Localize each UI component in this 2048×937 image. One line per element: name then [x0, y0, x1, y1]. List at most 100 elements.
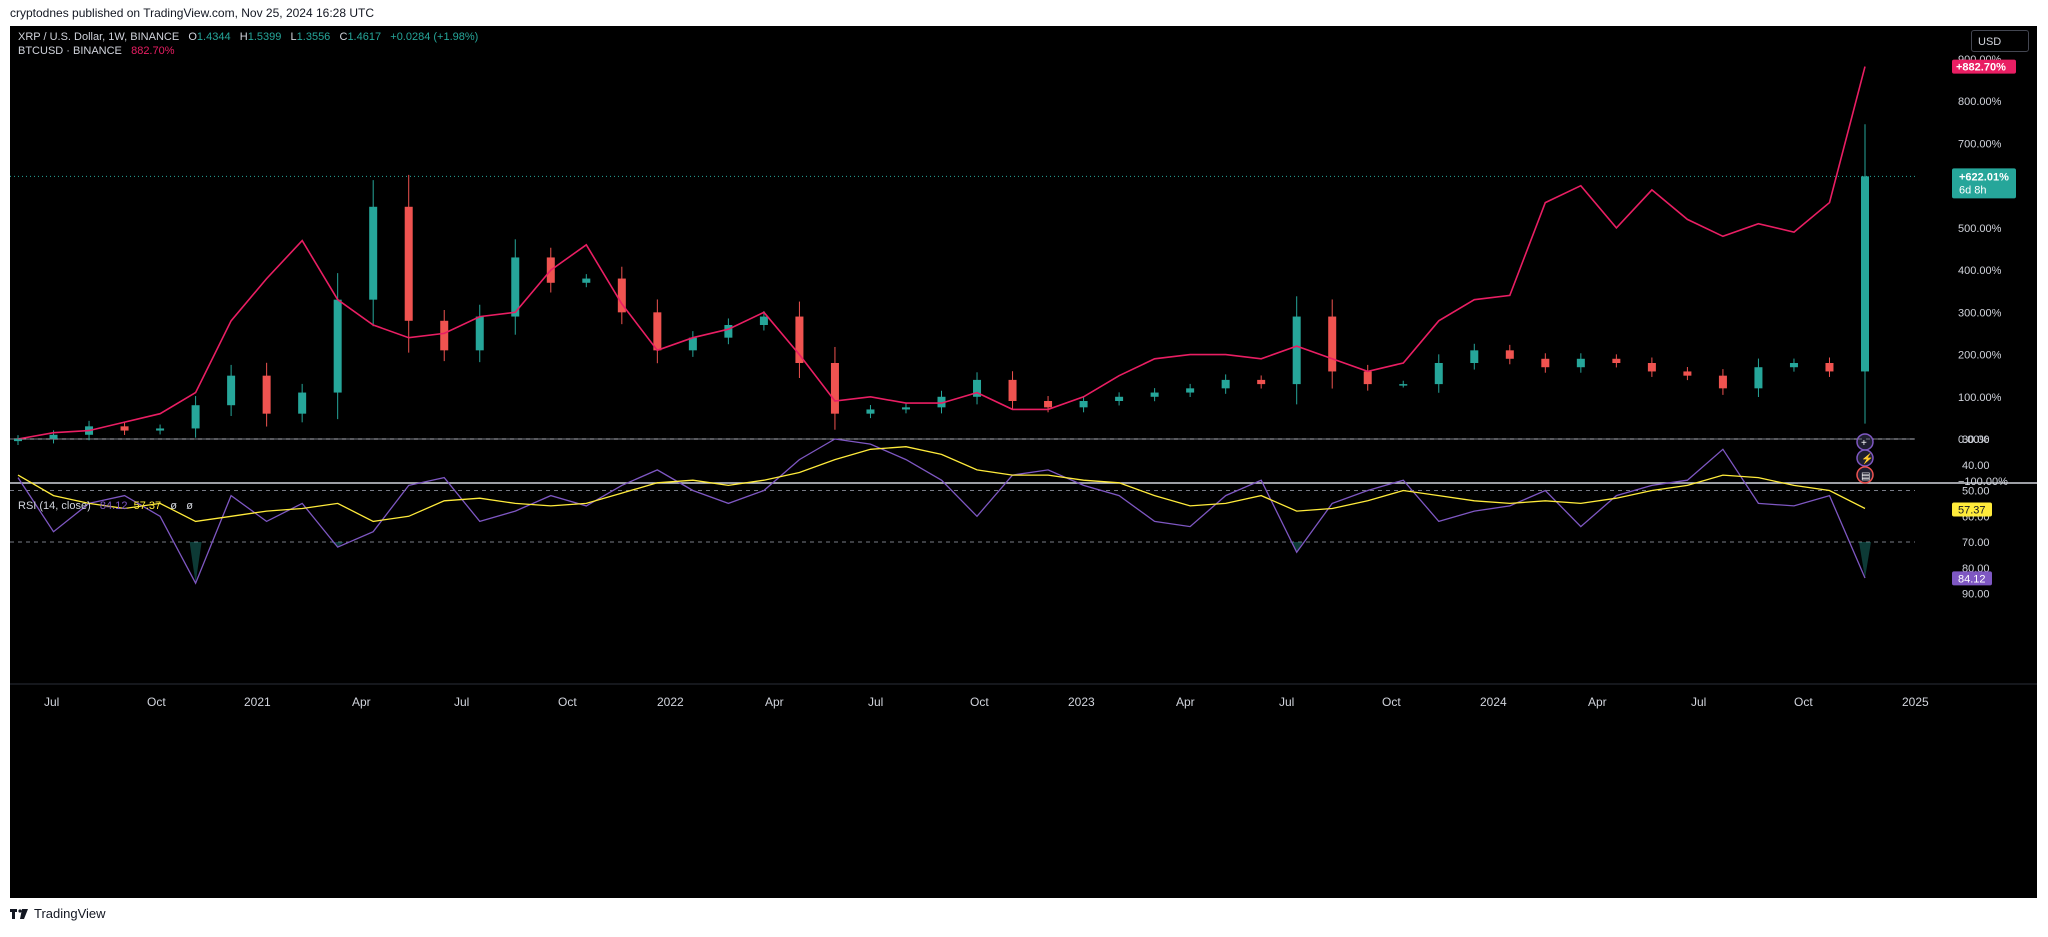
rsi-axis-tick: 30.00	[1962, 434, 1990, 446]
price-axis-tick: 100.00%	[1958, 392, 2002, 404]
candle-body	[191, 405, 200, 429]
candle-body	[1470, 350, 1479, 363]
candle-body	[14, 439, 22, 442]
flag-event-icon	[1856, 466, 1874, 484]
low-value: 1.3556	[296, 31, 331, 43]
rsi-extra-2: ø	[186, 500, 193, 512]
time-axis-tick: 2023	[1068, 695, 1095, 709]
time-axis-tick: 2021	[244, 695, 271, 709]
rsi-extra-1: ø	[170, 500, 178, 512]
candle-body	[1079, 401, 1088, 408]
rsi-axis-tick: 50.00	[1962, 486, 1990, 498]
price-axis-tick: 300.00%	[1958, 307, 2002, 319]
rsi-legend[interactable]: RSI (14, close) 84.12 57.37 ø ø	[18, 500, 193, 512]
high-value: 1.5399	[247, 31, 282, 43]
time-axis-tick: Oct	[1382, 695, 1401, 709]
time-axis-tick: Apr	[1588, 695, 1607, 709]
price-axis-tick: 0.00%	[1958, 434, 1989, 446]
candle-body	[1718, 375, 1727, 389]
plus-event-icon-glyph: +	[1861, 438, 1867, 449]
candle-body	[1789, 363, 1798, 368]
candle-body	[795, 316, 804, 363]
xrp-price-label-bg	[1952, 168, 2016, 199]
candle-body	[227, 375, 236, 406]
candle-body	[49, 434, 58, 439]
time-axis-tick: Oct	[1794, 695, 1813, 709]
btc-price-label: +882.70%	[1956, 62, 2006, 74]
compare-symbol[interactable]: BTCUSD · BINANCE	[18, 45, 122, 57]
chart-frame[interactable]: 900.00%800.00%700.00%500.00%400.00%300.0…	[10, 26, 2037, 898]
rsi-overbought-fill	[1859, 542, 1871, 579]
rsi-title[interactable]: RSI (14, close)	[18, 500, 91, 512]
candle-body	[1399, 384, 1408, 386]
time-axis-tick: Oct	[147, 695, 166, 709]
currency-button[interactable]: USD	[1971, 30, 2029, 52]
lightning-event-icon	[1856, 449, 1874, 467]
tradingview-logo-icon	[10, 908, 28, 919]
compare-legend[interactable]: BTCUSD · BINANCE 882.70%	[18, 45, 175, 57]
candle-body	[1683, 371, 1692, 376]
candle-body	[1186, 388, 1195, 393]
brand-name: TradingView	[34, 906, 106, 921]
rsi-ma-value: 57.37	[133, 500, 162, 512]
candle-body	[120, 426, 129, 431]
candle-body	[937, 396, 946, 408]
rsi-overbought-fill	[189, 542, 202, 584]
chart-canvas[interactable]: 900.00%800.00%700.00%500.00%400.00%300.0…	[10, 26, 2037, 898]
time-axis-tick: Jul	[1691, 695, 1706, 709]
candle-body	[973, 379, 982, 397]
candle-body	[511, 257, 520, 317]
candle-body	[1434, 363, 1443, 385]
time-axis-tick: Jul	[868, 695, 883, 709]
lightning-event-icon-glyph: ⚡	[1861, 452, 1873, 465]
time-axis-tick: Oct	[558, 695, 577, 709]
rsi-value-label: 84.12	[1958, 573, 1986, 585]
candle-body	[724, 325, 733, 338]
flag-event-icon-glyph: ▤	[1861, 471, 1870, 482]
candle-body	[1221, 379, 1230, 389]
open-label: O	[188, 31, 197, 43]
rsi-ma-line	[17, 446, 1866, 523]
close-label: C	[339, 31, 348, 43]
candle-body	[1576, 358, 1585, 368]
time-axis-tick: Apr	[765, 695, 784, 709]
xrp-countdown: 6d 8h	[1959, 184, 1987, 196]
candle-body	[1008, 379, 1017, 401]
footer: TradingView	[10, 906, 106, 921]
symbol-legend[interactable]: XRP / U.S. Dollar, 1W, BINANCE O1.4344 H…	[18, 31, 478, 43]
compare-value: 882.70%	[131, 45, 175, 57]
candle-body	[1115, 396, 1124, 401]
symbol-name[interactable]: XRP / U.S. Dollar, 1W, BINANCE	[18, 31, 180, 43]
candle-body	[333, 299, 342, 393]
time-axis-tick: Oct	[970, 695, 989, 709]
candle-body	[759, 316, 768, 325]
price-axis-tick: 400.00%	[1958, 265, 2002, 277]
close-value: 1.4617	[347, 31, 382, 43]
change-value: +0.0284 (+1.98%)	[390, 31, 479, 43]
price-axis-tick: 500.00%	[1958, 223, 2002, 235]
price-axis-tick: 200.00%	[1958, 350, 2002, 362]
candle-body	[901, 407, 910, 410]
candle-body	[688, 337, 697, 351]
time-axis-tick: 2025	[1902, 695, 1929, 709]
price-axis-tick: 700.00%	[1958, 138, 2002, 150]
candle-body	[156, 428, 165, 431]
candle-body	[866, 409, 875, 414]
candle-body	[369, 206, 378, 300]
rsi-line	[17, 438, 1866, 585]
rsi-ma-label: 57.37	[1958, 504, 1986, 516]
candle-body	[1150, 392, 1159, 397]
candle-body	[1612, 358, 1621, 363]
candle-body	[1861, 176, 1869, 372]
rsi-axis-tick: 40.00	[1962, 460, 1990, 472]
rsi-axis-tick: 90.00	[1962, 589, 1990, 601]
candle-body	[1363, 371, 1372, 385]
published-note: cryptodnes published on TradingView.com,…	[10, 6, 374, 20]
candle-body	[1292, 316, 1301, 385]
open-value: 1.4344	[196, 31, 231, 43]
btc-compare-line	[17, 66, 1866, 440]
low-label: L	[290, 31, 297, 43]
xrp-price-label: +622.01%	[1959, 171, 2009, 183]
time-axis-tick: 2024	[1480, 695, 1507, 709]
candle-body	[1541, 358, 1550, 368]
